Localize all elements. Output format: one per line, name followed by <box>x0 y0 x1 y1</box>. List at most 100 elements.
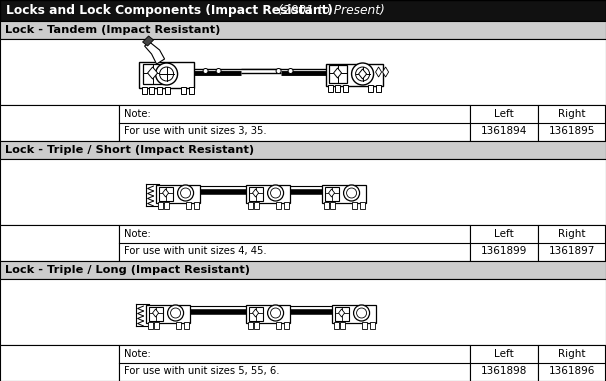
Bar <box>119 105 470 141</box>
Text: Left: Left <box>494 229 514 239</box>
Bar <box>148 307 162 321</box>
Bar <box>245 185 290 203</box>
Bar <box>276 322 281 329</box>
Bar <box>330 202 335 209</box>
Bar <box>276 202 281 209</box>
Text: Lock - Triple / Long (Impact Resistant): Lock - Triple / Long (Impact Resistant) <box>5 265 250 275</box>
Bar <box>153 322 159 329</box>
Bar <box>284 322 288 329</box>
Bar <box>0 345 119 381</box>
Polygon shape <box>142 36 153 46</box>
Text: 1361896: 1361896 <box>548 366 594 376</box>
Circle shape <box>203 69 208 74</box>
Bar <box>470 105 538 141</box>
Polygon shape <box>253 189 259 197</box>
Ellipse shape <box>356 67 370 81</box>
Ellipse shape <box>156 63 178 85</box>
Ellipse shape <box>347 188 356 198</box>
Ellipse shape <box>268 185 284 201</box>
Bar <box>342 85 348 92</box>
Bar <box>538 345 605 381</box>
Bar <box>0 21 606 39</box>
Circle shape <box>288 69 293 74</box>
Bar <box>185 202 190 209</box>
Bar <box>0 225 119 261</box>
Bar <box>0 279 606 345</box>
Ellipse shape <box>168 305 184 321</box>
Bar <box>339 322 345 329</box>
Bar <box>245 305 290 323</box>
Ellipse shape <box>353 305 370 321</box>
Text: Left: Left <box>494 109 514 118</box>
Circle shape <box>216 69 221 74</box>
Bar <box>335 85 339 92</box>
Ellipse shape <box>178 185 193 201</box>
Text: 1361894: 1361894 <box>481 126 527 136</box>
Bar <box>284 202 288 209</box>
Bar <box>145 305 190 323</box>
Text: 1361899: 1361899 <box>481 246 527 256</box>
Circle shape <box>276 69 281 74</box>
Text: 1361897: 1361897 <box>548 246 594 256</box>
Bar <box>362 322 367 329</box>
Polygon shape <box>333 68 342 78</box>
Text: Right: Right <box>558 349 585 359</box>
Polygon shape <box>382 67 388 77</box>
Bar <box>139 62 193 88</box>
Bar <box>538 105 605 141</box>
Ellipse shape <box>159 67 173 81</box>
Bar <box>158 202 162 209</box>
Text: Locks and Lock Components (Impact Resistant): Locks and Lock Components (Impact Resist… <box>6 4 333 17</box>
Bar <box>359 202 365 209</box>
Bar <box>0 159 606 225</box>
Polygon shape <box>359 69 367 79</box>
Bar <box>0 105 119 141</box>
Polygon shape <box>148 67 158 79</box>
Bar <box>333 322 339 329</box>
Polygon shape <box>376 67 382 77</box>
Bar <box>470 225 538 261</box>
Bar <box>351 202 356 209</box>
Bar <box>370 322 375 329</box>
Bar <box>156 185 199 203</box>
Bar <box>253 322 259 329</box>
Bar <box>335 307 348 321</box>
Bar <box>0 39 606 105</box>
Bar <box>156 87 162 94</box>
Bar <box>119 225 470 261</box>
Text: 1361895: 1361895 <box>548 126 594 136</box>
Bar <box>0 141 606 159</box>
Bar <box>248 202 253 209</box>
Bar <box>248 187 262 201</box>
Bar <box>248 307 262 321</box>
Polygon shape <box>253 309 259 317</box>
Text: Note:: Note: <box>124 349 151 359</box>
Bar <box>328 85 333 92</box>
Ellipse shape <box>344 185 359 201</box>
Text: Note:: Note: <box>124 229 151 239</box>
Text: For use with unit sizes 3, 35.: For use with unit sizes 3, 35. <box>124 126 267 136</box>
Bar <box>253 202 259 209</box>
Bar <box>328 65 347 83</box>
Text: Right: Right <box>558 109 585 118</box>
Bar <box>248 322 253 329</box>
Polygon shape <box>153 309 159 317</box>
Text: Note:: Note: <box>124 109 151 118</box>
Ellipse shape <box>271 308 281 318</box>
Text: Lock - Triple / Short (Impact Resistant): Lock - Triple / Short (Impact Resistant) <box>5 145 254 155</box>
Ellipse shape <box>356 308 367 318</box>
Ellipse shape <box>271 188 281 198</box>
Text: Right: Right <box>558 229 585 239</box>
Bar <box>142 64 162 84</box>
Bar <box>0 0 606 21</box>
Bar <box>148 322 153 329</box>
Bar <box>331 305 376 323</box>
Bar <box>470 345 538 381</box>
Bar <box>148 87 153 94</box>
Polygon shape <box>162 189 168 197</box>
Bar <box>188 87 193 94</box>
Ellipse shape <box>170 308 181 318</box>
Polygon shape <box>339 309 345 317</box>
Bar <box>538 225 605 261</box>
Ellipse shape <box>268 305 284 321</box>
